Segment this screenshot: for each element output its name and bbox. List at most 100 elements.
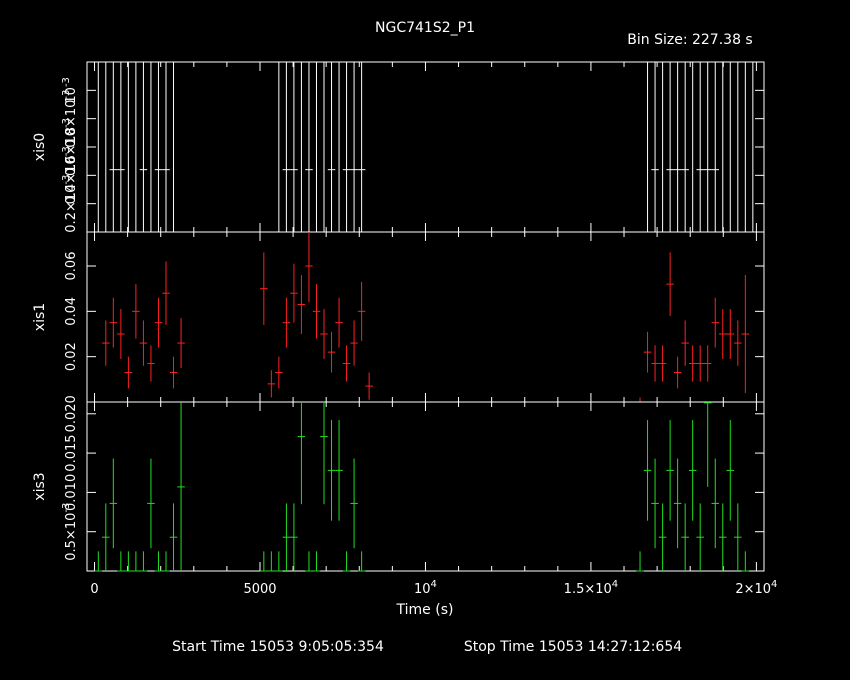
data-point-xis1 xyxy=(666,252,674,316)
data-point-xis0 xyxy=(703,62,712,232)
y-tick-label-xis3: 0.020 xyxy=(64,395,79,432)
y-tick-label-xis0: 0.4×10-3 xyxy=(61,146,79,204)
data-point-xis1 xyxy=(658,345,667,382)
panel-xis1: 0.02 0.04 0.06 xis1 xyxy=(32,231,765,403)
data-point-xis0 xyxy=(275,62,283,233)
data-point-xis1 xyxy=(102,320,110,366)
chart-title: NGC741S2_P1 xyxy=(375,20,475,36)
data-point-xis1 xyxy=(109,297,118,348)
data-point-xis0 xyxy=(734,62,742,233)
data-point-xis3 xyxy=(297,402,306,505)
data-point-xis1 xyxy=(177,318,185,368)
data-point-xis1 xyxy=(154,297,163,348)
data-point-xis1 xyxy=(703,345,712,382)
data-point-xis1 xyxy=(290,263,298,323)
data-point-xis0 xyxy=(643,62,652,233)
data-point-xis3 xyxy=(658,503,667,571)
y-axis-label-xis0: xis0 xyxy=(32,133,48,161)
data-point-xis3 xyxy=(734,503,742,571)
data-point-xis3 xyxy=(335,420,343,521)
data-point-xis3 xyxy=(94,551,103,572)
data-point-xis3 xyxy=(719,503,727,571)
data-point-xis3 xyxy=(260,551,268,572)
data-point-xis1 xyxy=(365,372,373,400)
data-point-xis1 xyxy=(673,356,682,389)
data-point-xis0 xyxy=(651,62,659,232)
data-point-xis1 xyxy=(651,345,659,382)
data-point-xis3 xyxy=(139,551,148,572)
data-point-xis3 xyxy=(741,551,750,572)
data-point-xis3 xyxy=(312,551,321,572)
data-point-xis0 xyxy=(297,62,306,233)
panels-group: 0.2×10-30.4×10-30.6×10-30.8×10-310-3 xis0… xyxy=(32,61,765,572)
data-point-xis0 xyxy=(658,62,667,233)
data-point-xis1 xyxy=(117,309,125,359)
y-tick-label-xis0: 0.6×10-3 xyxy=(61,118,79,176)
y-axis-label-xis1: xis1 xyxy=(32,303,48,331)
data-point-xis3 xyxy=(636,551,644,572)
data-point-xis3 xyxy=(275,551,283,572)
data-point-xis1 xyxy=(741,275,750,393)
data-point-xis0 xyxy=(320,62,328,233)
data-point-xis1 xyxy=(357,281,366,341)
data-point-xis3 xyxy=(350,458,358,549)
panel-xis3: 0.5×10-30.010 0.015 0.020 xis3 xyxy=(32,395,765,572)
data-point-xis3 xyxy=(673,458,682,549)
data-point-xis1 xyxy=(305,232,313,303)
data-point-xis0 xyxy=(282,62,291,232)
x-axis-label: Time (s) xyxy=(396,602,454,618)
data-point-xis3 xyxy=(117,551,125,572)
data-point-xis0 xyxy=(305,62,313,232)
data-point-xis3 xyxy=(643,420,652,521)
data-point-xis1 xyxy=(139,320,148,366)
data-point-xis0 xyxy=(696,62,704,232)
data-point-xis0 xyxy=(681,62,689,232)
data-point-xis0 xyxy=(741,62,750,233)
data-point-xis1 xyxy=(726,309,735,359)
data-point-xis1 xyxy=(260,252,268,325)
data-point-xis3 xyxy=(305,551,313,572)
y-tick-label-xis3: 0.015 xyxy=(64,434,79,471)
data-point-xis3 xyxy=(154,551,163,572)
y-tick-label-xis1: 0.06 xyxy=(64,252,79,281)
data-point-xis1 xyxy=(282,297,291,348)
data-point-xis0 xyxy=(162,62,170,232)
data-point-xis0 xyxy=(312,62,321,233)
data-point-xis3 xyxy=(726,420,735,521)
x-tick-label: 0 xyxy=(90,582,98,597)
data-point-xis1 xyxy=(124,356,133,389)
data-point-xis3 xyxy=(342,551,351,572)
data-point-xis1 xyxy=(688,345,697,382)
x-tick-label: 5000 xyxy=(243,582,276,597)
data-point-xis1 xyxy=(312,284,321,339)
data-point-xis3 xyxy=(688,420,697,521)
data-point-xis1 xyxy=(169,356,178,389)
data-point-xis0 xyxy=(154,62,163,232)
data-point-xis3 xyxy=(102,503,110,571)
data-point-xis3 xyxy=(711,458,720,549)
data-point-xis3 xyxy=(357,551,366,572)
bin-size-label: Bin Size: 227.38 s xyxy=(627,32,752,48)
data-point-xis3 xyxy=(703,402,712,487)
data-point-xis3 xyxy=(290,503,298,571)
x-tick-label: 104 xyxy=(414,579,437,597)
data-point-xis1 xyxy=(719,309,727,359)
y-tick-label-xis0: 0.2×10-3 xyxy=(61,175,79,233)
data-point-xis0 xyxy=(666,62,674,232)
y-axis-label-xis3: xis3 xyxy=(32,472,48,500)
data-point-xis1 xyxy=(297,275,306,334)
data-point-xis1 xyxy=(643,331,652,373)
data-point-xis1 xyxy=(320,309,328,359)
data-point-xis3 xyxy=(124,551,133,572)
data-point-xis0 xyxy=(342,62,351,232)
data-point-xis3 xyxy=(162,551,170,572)
y-tick-label-xis0: 10-3 xyxy=(61,77,79,104)
data-point-xis1 xyxy=(711,297,720,348)
data-point-xis3 xyxy=(666,420,674,521)
data-point-xis1 xyxy=(696,345,704,382)
data-point-xis0 xyxy=(688,62,697,233)
data-point-xis3 xyxy=(282,503,291,571)
data-point-xis3 xyxy=(147,458,155,549)
data-point-xis0 xyxy=(132,62,140,233)
